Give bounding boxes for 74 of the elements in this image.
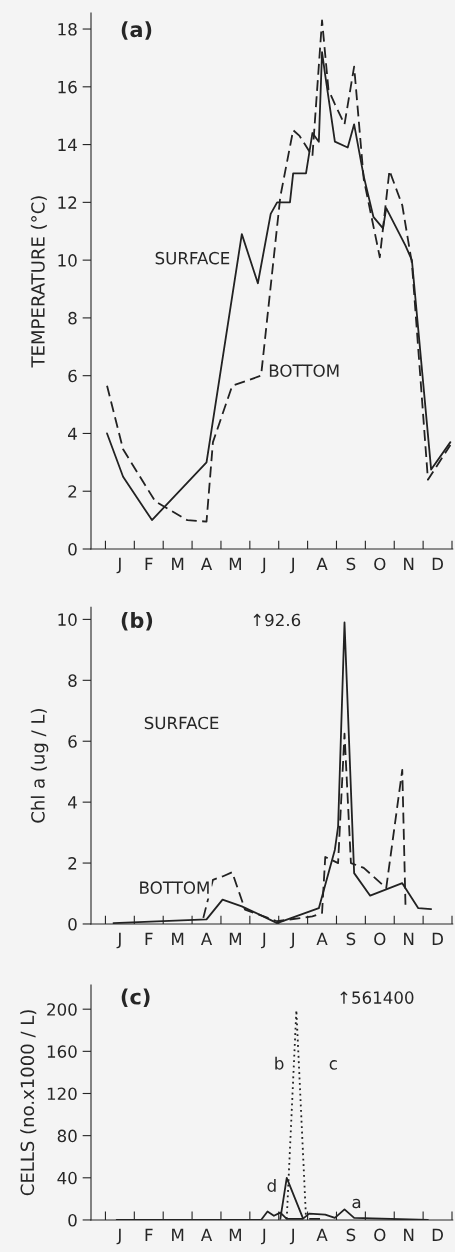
x-tick-label: J: [260, 557, 266, 574]
x-tick-label: A: [200, 557, 213, 570]
x-tick-label: F: [145, 932, 153, 945]
y-tick-label: 0: [68, 1213, 77, 1227]
x-tick-label: J: [116, 932, 121, 949]
x-tick-label: J: [289, 1228, 294, 1245]
y-axis-title: TEMPERATURE (°C): [30, 196, 47, 368]
y-tick-label: 8: [68, 311, 77, 325]
annotation: a: [352, 1198, 361, 1209]
x-tick-label: S: [346, 932, 356, 946]
annotation: SURFACE: [144, 716, 219, 730]
x-tick-label: J: [260, 932, 266, 949]
x-tick-label: F: [145, 1228, 153, 1241]
x-tick-label: S: [346, 1228, 356, 1242]
x-tick-label: N: [404, 932, 414, 945]
y-tick-label: 4: [68, 796, 77, 809]
x-tick-label: J: [289, 557, 294, 574]
chart-title: (b): [121, 611, 153, 631]
y-tick-label: 0: [68, 917, 77, 931]
x-tick-label: M: [172, 932, 184, 945]
x-tick-label: J: [116, 557, 121, 574]
x-tick-label: N: [404, 557, 414, 570]
x-tick-label: A: [316, 557, 328, 570]
y-axis-title: CELLS (no.x1000 / L): [20, 1010, 37, 1196]
x-tick-label: A: [316, 1228, 328, 1241]
y-tick-label: 18: [58, 23, 77, 36]
x-tick-label: M: [229, 1228, 241, 1241]
annotation: ↑92.6: [253, 613, 301, 627]
x-tick-label: S: [346, 557, 356, 571]
x-tick-label: J: [289, 932, 294, 949]
annotation: b: [275, 1056, 284, 1070]
y-tick-label: 10: [58, 613, 77, 626]
x-tick-label: A: [200, 1228, 213, 1241]
y-tick-label: 2: [68, 485, 77, 498]
y-tick-label: 80: [57, 1129, 77, 1143]
y-axis-title: Chl a (ug / L): [30, 709, 49, 823]
x-tick-label: A: [200, 932, 213, 945]
annotation: d: [267, 1178, 276, 1192]
y-tick-label: 200: [47, 1003, 77, 1016]
annotation: ↑561400: [340, 991, 414, 1004]
x-tick-label: M: [172, 1228, 184, 1241]
y-tick-label: 0: [68, 542, 77, 556]
y-tick-label: 160: [47, 1045, 77, 1058]
annotation: BOTTOM: [140, 881, 209, 894]
y-tick-label: 14: [58, 138, 77, 151]
y-tick-label: 120: [47, 1087, 77, 1101]
y-tick-label: 16: [58, 80, 77, 94]
x-tick-label: F: [145, 557, 153, 570]
y-tick-label: 6: [68, 735, 77, 748]
x-tick-label: M: [229, 557, 241, 570]
x-tick-label: O: [374, 932, 386, 946]
x-tick-label: D: [432, 1228, 443, 1241]
annotation: c: [329, 1060, 337, 1070]
annotation: SURFACE: [155, 251, 230, 265]
chart-title: (a): [121, 21, 152, 40]
chart-title: (c): [121, 988, 150, 1008]
x-tick-label: J: [116, 1228, 121, 1245]
x-tick-label: O: [374, 557, 386, 571]
y-tick-label: 12: [58, 196, 77, 209]
x-tick-label: A: [316, 932, 328, 945]
y-tick-label: 40: [57, 1171, 77, 1185]
x-tick-label: D: [432, 932, 443, 945]
x-tick-label: M: [229, 932, 241, 945]
annotation: BOTTOM: [269, 364, 339, 378]
x-tick-label: M: [172, 557, 184, 570]
y-tick-label: 2: [68, 857, 77, 870]
x-tick-label: D: [432, 557, 443, 570]
y-tick-label: 4: [68, 427, 77, 440]
x-tick-label: O: [374, 1228, 386, 1242]
x-tick-label: N: [404, 1228, 414, 1241]
x-tick-label: J: [260, 1228, 266, 1245]
y-tick-label: 8: [68, 674, 77, 687]
y-tick-label: 10: [58, 254, 77, 267]
y-tick-label: 6: [68, 369, 77, 383]
